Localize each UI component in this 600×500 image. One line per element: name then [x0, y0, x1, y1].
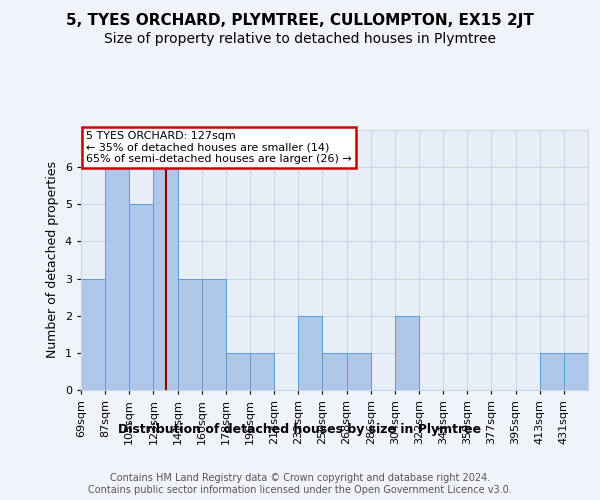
Bar — [129, 204, 154, 390]
Bar — [564, 353, 588, 390]
Bar — [81, 278, 105, 390]
Text: 5 TYES ORCHARD: 127sqm
← 35% of detached houses are smaller (14)
65% of semi-det: 5 TYES ORCHARD: 127sqm ← 35% of detached… — [86, 132, 352, 164]
Bar — [178, 278, 202, 390]
Bar — [322, 353, 347, 390]
Y-axis label: Number of detached properties: Number of detached properties — [46, 162, 59, 358]
Bar — [105, 167, 129, 390]
Text: Contains HM Land Registry data © Crown copyright and database right 2024.
Contai: Contains HM Land Registry data © Crown c… — [88, 474, 512, 495]
Bar — [347, 353, 371, 390]
Bar — [226, 353, 250, 390]
Bar — [395, 316, 419, 390]
Text: 5, TYES ORCHARD, PLYMTREE, CULLOMPTON, EX15 2JT: 5, TYES ORCHARD, PLYMTREE, CULLOMPTON, E… — [66, 12, 534, 28]
Text: Distribution of detached houses by size in Plymtree: Distribution of detached houses by size … — [118, 422, 482, 436]
Bar — [250, 353, 274, 390]
Bar — [202, 278, 226, 390]
Bar — [298, 316, 322, 390]
Text: Size of property relative to detached houses in Plymtree: Size of property relative to detached ho… — [104, 32, 496, 46]
Bar — [154, 167, 178, 390]
Bar — [540, 353, 564, 390]
